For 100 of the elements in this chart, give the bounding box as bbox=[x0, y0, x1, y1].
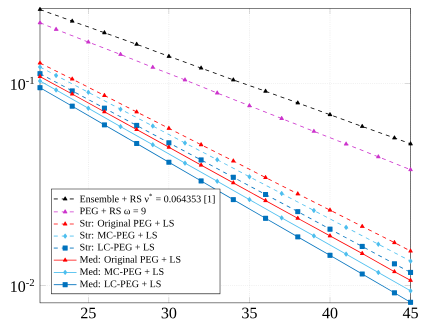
point bbox=[166, 126, 172, 130]
point bbox=[166, 54, 172, 58]
point bbox=[166, 140, 172, 146]
point bbox=[214, 90, 220, 95]
point bbox=[392, 135, 397, 140]
point bbox=[231, 158, 236, 162]
point bbox=[150, 142, 155, 148]
point bbox=[102, 109, 107, 114]
point bbox=[150, 64, 156, 69]
point bbox=[392, 240, 397, 244]
point bbox=[392, 269, 397, 274]
point bbox=[279, 116, 284, 120]
point bbox=[70, 88, 75, 94]
point bbox=[38, 60, 42, 65]
point bbox=[38, 74, 42, 78]
point bbox=[198, 178, 204, 184]
legend-label: Ensemble + RS ν$^{*}$ = 0.064353 [1] bbox=[80, 194, 215, 204]
point bbox=[328, 112, 332, 116]
point bbox=[198, 157, 204, 163]
point bbox=[327, 226, 333, 232]
x-tick-label: 30 bbox=[162, 308, 176, 318]
legend-label: PEG + RS ω = 9 bbox=[80, 208, 146, 214]
point bbox=[408, 300, 414, 305]
point bbox=[215, 178, 220, 184]
point bbox=[263, 198, 268, 202]
point bbox=[312, 208, 316, 214]
point bbox=[408, 141, 413, 146]
legend-label: Str: LC-PEG + LS bbox=[80, 244, 154, 251]
point bbox=[198, 162, 204, 167]
point bbox=[102, 30, 107, 34]
point bbox=[360, 244, 365, 250]
point bbox=[231, 180, 236, 184]
point bbox=[296, 216, 300, 220]
point bbox=[70, 92, 74, 96]
point bbox=[54, 26, 58, 31]
point bbox=[38, 64, 42, 70]
point bbox=[118, 52, 123, 56]
point bbox=[296, 191, 300, 196]
point bbox=[102, 122, 107, 128]
x-tick-label: 40 bbox=[322, 308, 338, 318]
y-tick-label: 10$^{-2}$ bbox=[11, 279, 34, 292]
point bbox=[134, 141, 140, 146]
point bbox=[408, 270, 414, 276]
x-tick-label: 35 bbox=[242, 308, 257, 318]
point bbox=[182, 77, 188, 82]
point bbox=[37, 85, 43, 90]
point bbox=[70, 18, 74, 23]
legend-label: Str: MC-PEG + LS bbox=[80, 232, 157, 239]
point bbox=[328, 233, 332, 238]
point bbox=[247, 103, 252, 108]
x-tick-label: 25 bbox=[81, 308, 96, 318]
point bbox=[360, 251, 364, 255]
point bbox=[70, 76, 74, 81]
point bbox=[344, 142, 348, 146]
point bbox=[230, 174, 236, 180]
legend-label: Str: Original PEG + LS bbox=[80, 220, 174, 229]
point bbox=[54, 88, 58, 93]
point bbox=[360, 124, 364, 128]
point bbox=[86, 40, 91, 44]
point bbox=[102, 106, 107, 111]
point bbox=[392, 261, 397, 266]
point bbox=[70, 104, 75, 109]
point bbox=[198, 66, 204, 70]
point bbox=[408, 288, 413, 294]
point bbox=[150, 124, 155, 129]
point bbox=[328, 208, 332, 212]
point bbox=[118, 106, 123, 112]
point bbox=[376, 154, 381, 158]
point bbox=[247, 174, 252, 180]
point bbox=[54, 72, 58, 78]
point bbox=[408, 167, 413, 172]
point bbox=[182, 140, 187, 146]
point bbox=[344, 224, 348, 230]
point bbox=[166, 160, 172, 165]
point bbox=[327, 252, 333, 258]
point bbox=[166, 144, 172, 149]
point bbox=[344, 252, 348, 257]
point bbox=[134, 109, 139, 114]
point bbox=[134, 122, 140, 128]
point bbox=[408, 258, 413, 264]
point bbox=[408, 278, 413, 282]
point bbox=[376, 270, 380, 276]
point bbox=[215, 157, 220, 162]
point bbox=[360, 272, 365, 277]
point bbox=[312, 233, 316, 238]
point bbox=[392, 290, 397, 296]
y-tick-label: 10$^{-1}$ bbox=[11, 76, 34, 90]
point bbox=[263, 216, 268, 221]
point bbox=[295, 209, 300, 214]
point bbox=[312, 128, 316, 133]
point bbox=[118, 124, 123, 130]
point bbox=[296, 100, 300, 104]
point bbox=[38, 6, 42, 11]
point bbox=[198, 142, 204, 146]
legend-label: Med: Original PEG + LS bbox=[80, 256, 180, 265]
point bbox=[134, 42, 139, 46]
point bbox=[280, 215, 284, 220]
point bbox=[263, 88, 268, 93]
point bbox=[38, 78, 42, 84]
point bbox=[230, 197, 236, 202]
